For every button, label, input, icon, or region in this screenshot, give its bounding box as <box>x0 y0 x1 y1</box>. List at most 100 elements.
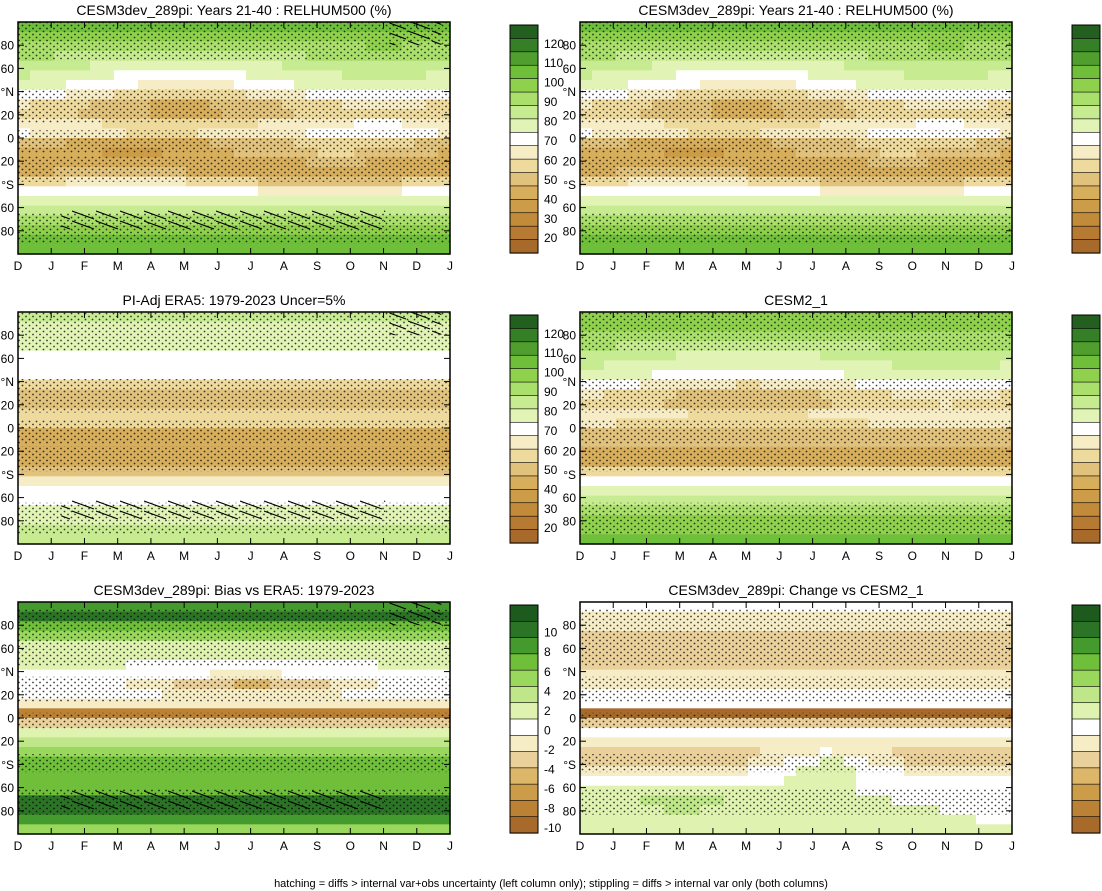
heatmap-cell <box>712 476 725 487</box>
heatmap-cell <box>234 370 247 381</box>
heatmap-cell <box>306 737 319 748</box>
heatmap-cell <box>796 534 809 545</box>
heatmap-cell <box>126 747 139 758</box>
heatmap-cell <box>294 80 307 91</box>
stippling-region <box>18 608 450 667</box>
heatmap-cell <box>664 360 677 371</box>
stippling-region <box>18 312 450 351</box>
colorbar-swatch <box>1071 368 1101 383</box>
heatmap-cell <box>628 118 641 129</box>
colorbar-swatch <box>509 185 539 200</box>
heatmap-cell <box>916 70 929 81</box>
colorbar-swatch <box>509 653 539 671</box>
x-tick-label: D <box>412 839 421 853</box>
heatmap-cell <box>772 350 785 361</box>
heatmap-cell <box>234 196 247 207</box>
heatmap-cell <box>150 814 163 825</box>
heatmap-cell <box>138 196 151 207</box>
heatmap-cell <box>198 602 211 613</box>
heatmap-cell <box>318 370 331 381</box>
heatmap-cell <box>222 60 235 71</box>
heatmap-cell <box>736 408 749 419</box>
stippling-region <box>580 212 1012 244</box>
y-tick-label: 80 <box>1 804 15 818</box>
heatmap-cell <box>198 360 211 371</box>
hatching-region <box>61 500 386 521</box>
heatmap-cell <box>724 60 737 71</box>
heatmap-cell <box>330 80 343 91</box>
heatmap-cell <box>210 824 223 835</box>
heatmap-cell <box>1000 118 1013 129</box>
heatmap-cell <box>90 60 103 71</box>
heatmap-cell <box>102 70 115 81</box>
x-tick-label: J <box>776 549 782 563</box>
heatmap-cell <box>162 350 175 361</box>
heatmap-cell <box>366 698 379 709</box>
heatmap-cell <box>772 244 785 255</box>
heatmap-cell <box>580 737 593 748</box>
heatmap-cell <box>940 186 953 197</box>
heatmap-cell <box>222 408 235 419</box>
colorbar-label: 90 <box>544 95 558 109</box>
x-tick-label: O <box>346 259 355 273</box>
heatmap-cell <box>138 669 151 680</box>
heatmap-cell <box>438 476 451 487</box>
heatmap-cell <box>952 60 965 71</box>
heatmap-cell <box>306 70 319 81</box>
heatmap-cell <box>30 360 43 371</box>
y-tick-label: 0 <box>7 422 14 436</box>
heatmap-cell <box>222 118 235 129</box>
x-tick-label: J <box>248 259 254 273</box>
colorbar-label: 120 <box>544 327 564 341</box>
heatmap-cell <box>222 360 235 371</box>
heatmap-cell <box>318 196 331 207</box>
heatmap-cell <box>604 408 617 419</box>
heatmap-cell <box>378 669 391 680</box>
heatmap-cell <box>628 747 641 758</box>
x-tick-label: J <box>214 839 220 853</box>
heatmap-cell <box>30 737 43 748</box>
heatmap-cell <box>628 727 641 738</box>
heatmap-cell <box>426 244 439 255</box>
heatmap-cell <box>126 350 139 361</box>
heatmap-cell <box>78 737 91 748</box>
heatmap-cell <box>580 370 593 381</box>
x-tick-label: F <box>643 259 650 273</box>
heatmap-cell <box>700 486 713 497</box>
heatmap-cell <box>138 60 151 71</box>
heatmap-cell <box>628 776 641 787</box>
heatmap-cell <box>162 118 175 129</box>
heatmap-cell <box>126 370 139 381</box>
heatmap-cell <box>820 70 833 81</box>
heatmap-cell <box>580 350 593 361</box>
heatmap-cell <box>294 370 307 381</box>
heatmap-cell <box>30 60 43 71</box>
heatmap-cell <box>652 486 665 497</box>
heatmap-cell <box>856 370 869 381</box>
heatmap-cell <box>844 244 857 255</box>
heatmap-cell <box>210 60 223 71</box>
heatmap-cell <box>378 602 391 613</box>
x-tick-label: D <box>974 259 983 273</box>
heatmap-cell <box>306 727 319 738</box>
heatmap-cell <box>18 824 31 835</box>
heatmap-cell <box>330 486 343 497</box>
y-tick-label: °S <box>1 758 14 772</box>
heatmap-cell <box>258 602 271 613</box>
heatmap-cell <box>652 408 665 419</box>
heatmap-cell <box>856 350 869 361</box>
heatmap-cell <box>174 814 187 825</box>
heatmap-cell <box>414 186 427 197</box>
heatmap-cell <box>580 698 593 709</box>
heatmap-cell <box>198 534 211 545</box>
heatmap-cell <box>664 205 677 216</box>
heatmap-cell <box>688 350 701 361</box>
heatmap-cell <box>844 360 857 371</box>
heatmap-cell <box>330 360 343 371</box>
heatmap-cell <box>748 80 761 91</box>
stippling-region <box>580 312 1012 351</box>
heatmap-cell <box>102 747 115 758</box>
heatmap-cell <box>270 244 283 255</box>
heatmap-cell <box>964 196 977 207</box>
colorbar-swatch <box>1071 489 1101 504</box>
